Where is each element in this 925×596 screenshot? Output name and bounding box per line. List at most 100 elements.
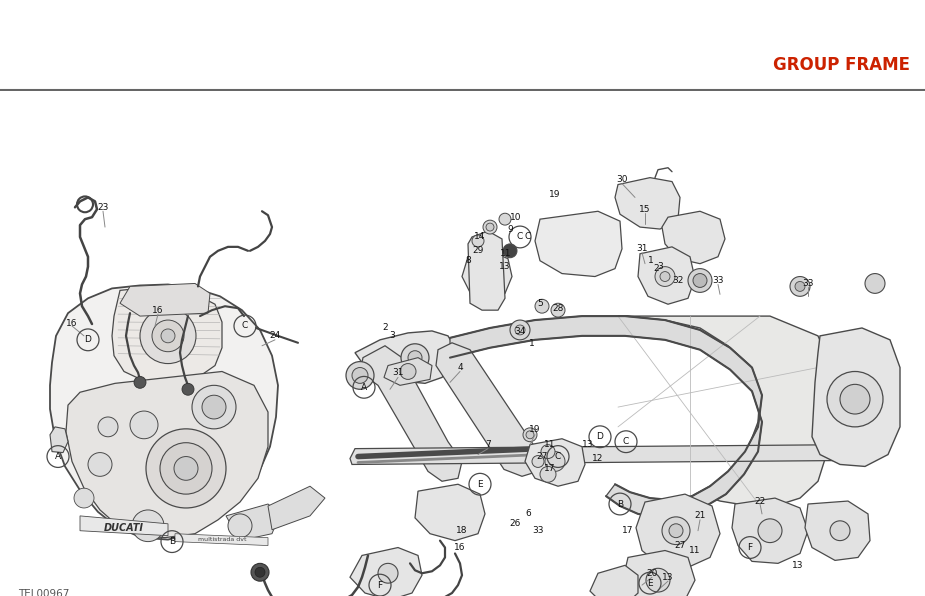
- Text: 13: 13: [582, 440, 594, 449]
- Polygon shape: [226, 504, 280, 541]
- Text: 21: 21: [695, 511, 706, 520]
- Text: 16: 16: [153, 306, 164, 315]
- Text: 19: 19: [529, 426, 541, 434]
- Text: 33: 33: [802, 279, 814, 288]
- Circle shape: [228, 514, 252, 538]
- Polygon shape: [732, 498, 808, 563]
- Text: 29: 29: [473, 246, 484, 255]
- Circle shape: [378, 563, 398, 583]
- Polygon shape: [50, 284, 278, 539]
- Text: 22: 22: [755, 496, 766, 505]
- Polygon shape: [175, 533, 268, 545]
- Text: 27: 27: [674, 541, 685, 550]
- Text: 16: 16: [454, 543, 466, 552]
- Text: 9: 9: [507, 225, 512, 234]
- Text: 1: 1: [529, 339, 535, 348]
- Text: 12: 12: [592, 454, 604, 463]
- Polygon shape: [66, 371, 268, 538]
- Circle shape: [346, 362, 374, 389]
- Polygon shape: [662, 211, 725, 263]
- Polygon shape: [636, 494, 720, 567]
- Text: 10: 10: [511, 213, 522, 222]
- Text: 14: 14: [475, 232, 486, 241]
- Circle shape: [662, 517, 690, 545]
- Text: 6: 6: [525, 510, 531, 519]
- Text: 2: 2: [382, 324, 388, 333]
- Circle shape: [646, 569, 670, 592]
- Circle shape: [255, 567, 265, 577]
- Text: C: C: [524, 232, 531, 241]
- Text: C: C: [241, 321, 248, 331]
- Text: 4: 4: [457, 363, 462, 372]
- Circle shape: [526, 431, 534, 439]
- Circle shape: [140, 308, 196, 364]
- Text: 32: 32: [672, 276, 684, 285]
- Text: 34: 34: [514, 327, 525, 336]
- Polygon shape: [468, 231, 505, 310]
- Circle shape: [192, 386, 236, 429]
- Polygon shape: [615, 178, 680, 229]
- Text: 27: 27: [536, 452, 548, 461]
- Polygon shape: [112, 287, 222, 383]
- Circle shape: [551, 303, 565, 317]
- Circle shape: [146, 429, 226, 508]
- Text: 1: 1: [648, 256, 654, 265]
- Text: 2: 2: [653, 264, 659, 273]
- Polygon shape: [805, 501, 870, 560]
- Polygon shape: [355, 331, 455, 383]
- Circle shape: [655, 266, 675, 287]
- Text: 13: 13: [662, 573, 673, 582]
- Text: F: F: [747, 543, 753, 552]
- Polygon shape: [50, 427, 68, 452]
- Circle shape: [400, 364, 416, 380]
- Polygon shape: [638, 247, 695, 304]
- Text: 20: 20: [647, 569, 658, 578]
- Text: 17: 17: [544, 464, 556, 473]
- Circle shape: [98, 417, 118, 437]
- Text: 11: 11: [500, 249, 512, 258]
- Text: 31: 31: [636, 244, 648, 253]
- Circle shape: [795, 281, 805, 291]
- Text: 28: 28: [552, 304, 563, 313]
- Polygon shape: [80, 516, 168, 536]
- Circle shape: [693, 274, 707, 287]
- Circle shape: [830, 521, 850, 541]
- Circle shape: [541, 445, 555, 458]
- Polygon shape: [535, 211, 622, 277]
- Text: 18: 18: [456, 526, 468, 535]
- Text: 24: 24: [269, 331, 280, 340]
- Text: D: D: [597, 432, 603, 441]
- Circle shape: [545, 452, 565, 471]
- Circle shape: [152, 320, 184, 352]
- Circle shape: [202, 395, 226, 419]
- Polygon shape: [360, 346, 462, 481]
- Circle shape: [160, 443, 212, 494]
- Polygon shape: [384, 358, 432, 386]
- Circle shape: [132, 510, 164, 542]
- Text: 11: 11: [689, 546, 701, 555]
- Text: 31: 31: [392, 368, 403, 377]
- Text: 13: 13: [792, 561, 804, 570]
- Text: 16: 16: [67, 318, 78, 328]
- Circle shape: [827, 371, 883, 427]
- Text: 3: 3: [389, 331, 395, 340]
- Text: 3: 3: [657, 262, 663, 271]
- Text: 15: 15: [639, 205, 651, 214]
- Circle shape: [510, 320, 530, 340]
- Circle shape: [161, 329, 175, 343]
- Text: TEL00967: TEL00967: [18, 589, 69, 596]
- Text: C: C: [555, 452, 561, 461]
- Text: GROUP FRAME: GROUP FRAME: [773, 57, 910, 74]
- Text: 5: 5: [537, 299, 543, 308]
- Text: 30: 30: [616, 175, 628, 184]
- Circle shape: [499, 213, 511, 225]
- Text: 26: 26: [510, 519, 521, 528]
- Circle shape: [758, 519, 782, 542]
- Text: 11: 11: [544, 440, 556, 449]
- Polygon shape: [812, 328, 900, 467]
- Polygon shape: [30, 510, 100, 596]
- Circle shape: [486, 223, 494, 231]
- Text: 8: 8: [465, 256, 471, 265]
- Circle shape: [134, 377, 146, 389]
- Polygon shape: [31, 533, 99, 576]
